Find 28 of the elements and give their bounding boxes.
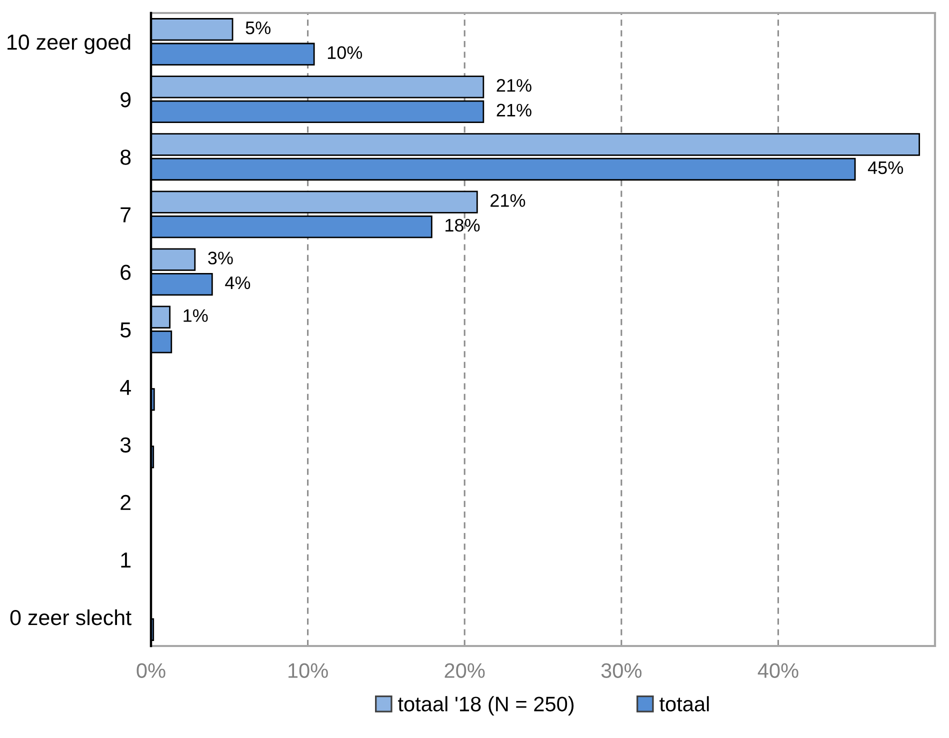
y-tick-label: 3 — [120, 437, 131, 453]
data-label: 21% — [490, 194, 526, 207]
x-tick-label: 0% — [136, 663, 166, 678]
data-label: 21% — [496, 79, 532, 92]
y-tick-label: 7 — [120, 207, 130, 222]
y-tick-label: 2 — [120, 494, 130, 510]
data-label: 5% — [246, 22, 270, 34]
data-label: 18% — [446, 218, 480, 232]
legend-label: totaal '18 (N = 250) — [398, 696, 574, 716]
y-tick-label: 6 — [120, 264, 131, 280]
y-tick-label: 0 zeer slecht — [10, 609, 132, 626]
y-tick-label: 4 — [120, 380, 131, 395]
data-label: 10% — [328, 46, 362, 59]
data-label: 21% — [496, 104, 532, 116]
y-tick-label: 9 — [120, 92, 131, 108]
legend-label: totaal — [660, 696, 709, 712]
data-label: 45% — [868, 161, 904, 174]
x-tick-label: 10% — [288, 663, 328, 678]
x-tick-label: 20% — [444, 663, 485, 678]
data-label: 4% — [225, 276, 250, 290]
y-tick-label: 1 — [121, 552, 131, 568]
x-tick-label: 40% — [758, 663, 798, 678]
x-tick-label: 30% — [601, 663, 642, 678]
data-label: 1% — [184, 309, 208, 322]
data-label: 3% — [208, 252, 233, 264]
y-tick-label: 10 zeer goed — [8, 34, 130, 54]
y-tick-label: 8 — [120, 150, 131, 165]
y-tick-label: 5 — [120, 322, 131, 338]
